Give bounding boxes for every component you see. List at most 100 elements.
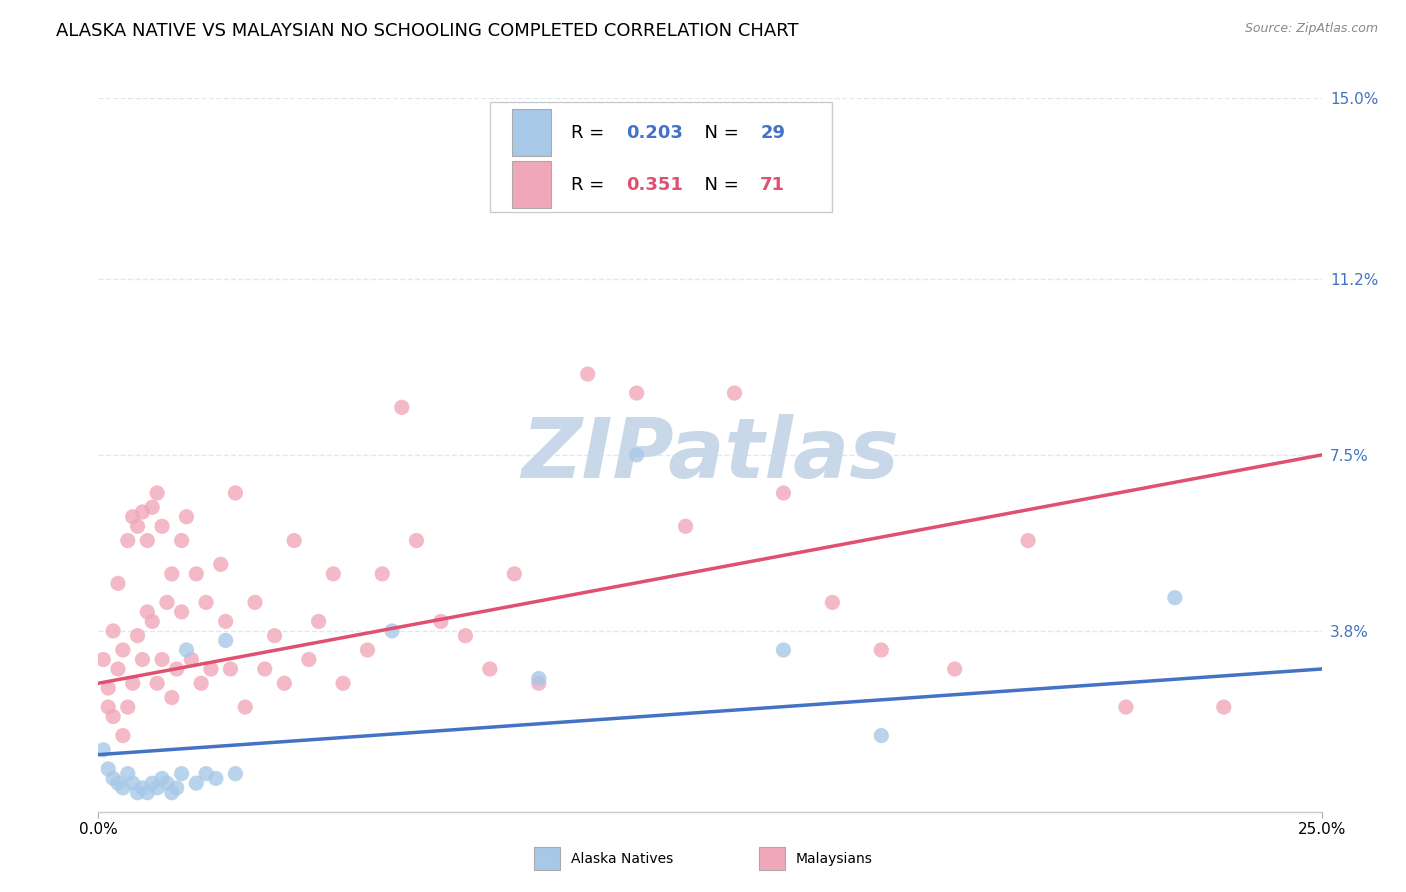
Point	[308, 615, 330, 629]
Text: ZIPatlas: ZIPatlas	[522, 415, 898, 495]
Point	[101, 772, 124, 786]
Point	[224, 766, 246, 780]
Point	[156, 776, 179, 790]
Point	[723, 386, 745, 401]
Point	[298, 652, 321, 666]
Point	[219, 662, 242, 676]
Point	[190, 676, 212, 690]
Point	[156, 595, 179, 609]
Point	[160, 690, 183, 705]
Point	[146, 780, 169, 795]
Text: R =: R =	[571, 176, 610, 194]
Point	[273, 676, 295, 690]
Point	[101, 709, 124, 723]
FancyBboxPatch shape	[512, 110, 551, 156]
Point	[141, 615, 163, 629]
Point	[478, 662, 501, 676]
Point	[233, 700, 256, 714]
Point	[381, 624, 404, 638]
Point	[146, 676, 169, 690]
Point	[131, 505, 153, 519]
Point	[195, 766, 218, 780]
Point	[1164, 591, 1187, 605]
Point	[454, 629, 477, 643]
Text: N =: N =	[693, 124, 744, 142]
Point	[186, 566, 208, 581]
Point	[160, 566, 183, 581]
Point	[170, 766, 193, 780]
Point	[91, 652, 114, 666]
Point	[101, 624, 124, 638]
Point	[170, 605, 193, 619]
Point	[391, 401, 413, 415]
Point	[195, 595, 218, 609]
Point	[1017, 533, 1039, 548]
Point	[283, 533, 305, 548]
Point	[371, 566, 394, 581]
Point	[117, 766, 139, 780]
Point	[1115, 700, 1137, 714]
Point	[136, 605, 159, 619]
Point	[131, 652, 153, 666]
Point	[146, 486, 169, 500]
Point	[127, 629, 149, 643]
Point	[170, 533, 193, 548]
FancyBboxPatch shape	[512, 161, 551, 208]
Point	[107, 576, 129, 591]
Point	[111, 643, 134, 657]
FancyBboxPatch shape	[489, 102, 832, 212]
Point	[430, 615, 453, 629]
Point	[772, 486, 794, 500]
Point	[97, 681, 120, 695]
Point	[243, 595, 266, 609]
Text: 0.203: 0.203	[626, 124, 682, 142]
Point	[150, 519, 173, 533]
Point	[626, 386, 648, 401]
Point	[121, 676, 143, 690]
Point	[107, 662, 129, 676]
Point	[626, 448, 648, 462]
Point	[943, 662, 966, 676]
Point	[136, 533, 159, 548]
Point	[121, 509, 143, 524]
Text: Alaska Natives: Alaska Natives	[571, 852, 673, 865]
Point	[1212, 700, 1234, 714]
Point	[91, 743, 114, 757]
Point	[200, 662, 222, 676]
Point	[527, 672, 550, 686]
Point	[131, 780, 153, 795]
Text: Source: ZipAtlas.com: Source: ZipAtlas.com	[1244, 22, 1378, 36]
Point	[322, 566, 344, 581]
Text: 29: 29	[761, 124, 785, 142]
Text: ALASKA NATIVE VS MALAYSIAN NO SCHOOLING COMPLETED CORRELATION CHART: ALASKA NATIVE VS MALAYSIAN NO SCHOOLING …	[56, 22, 799, 40]
Text: N =: N =	[693, 176, 744, 194]
Point	[356, 643, 378, 657]
Point	[176, 509, 198, 524]
Text: 0.351: 0.351	[626, 176, 682, 194]
Point	[214, 615, 236, 629]
Point	[503, 566, 526, 581]
Point	[136, 786, 159, 800]
Point	[214, 633, 236, 648]
Point	[160, 786, 183, 800]
Point	[107, 776, 129, 790]
Point	[111, 780, 134, 795]
Point	[253, 662, 276, 676]
Text: 71: 71	[761, 176, 785, 194]
Point	[209, 558, 232, 572]
Point	[576, 367, 599, 381]
Point	[263, 629, 285, 643]
Point	[772, 643, 794, 657]
Point	[176, 643, 198, 657]
Point	[117, 533, 139, 548]
Point	[111, 729, 134, 743]
Point	[186, 776, 208, 790]
Point	[166, 780, 188, 795]
Point	[97, 762, 120, 776]
Point	[141, 776, 163, 790]
Point	[127, 786, 149, 800]
Point	[117, 700, 139, 714]
Point	[332, 676, 354, 690]
Point	[675, 519, 697, 533]
Point	[141, 500, 163, 515]
